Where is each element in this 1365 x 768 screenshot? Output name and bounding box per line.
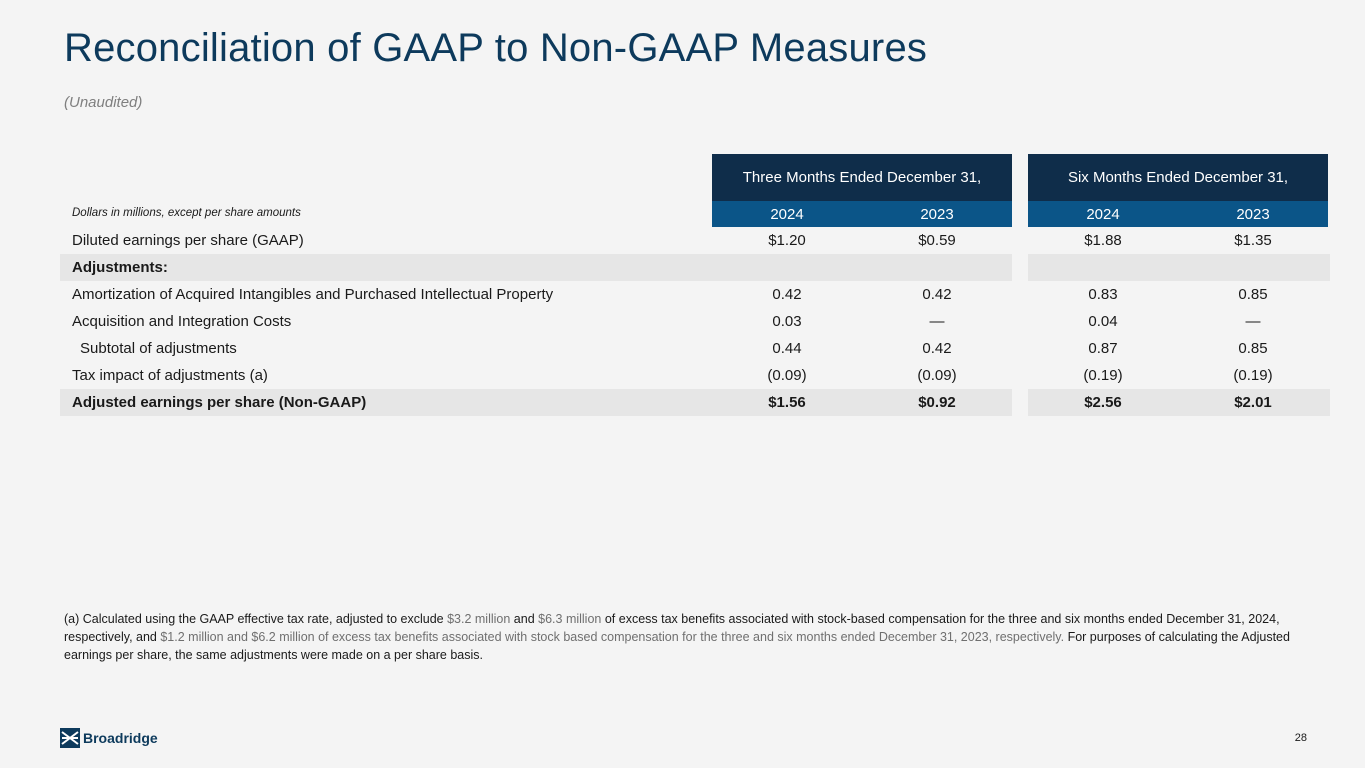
table-row: Subtotal of adjustments 0.44 0.42 0.87 0… <box>60 335 1330 362</box>
year-band-three-months <box>712 201 1012 227</box>
row-value: (0.09) <box>917 367 957 384</box>
row-value: $0.92 <box>918 394 956 411</box>
page-subtitle: (Unaudited) <box>64 94 143 111</box>
row-value: $1.88 <box>1084 232 1122 249</box>
page-number: 28 <box>1294 732 1307 744</box>
table-row: Diluted earnings per share (GAAP) $1.20 … <box>60 227 1330 254</box>
row-value: $2.01 <box>1234 394 1272 411</box>
row-value: $1.20 <box>768 232 806 249</box>
row-label: Adjusted earnings per share (Non-GAAP) <box>72 394 367 411</box>
footnote: (a) Calculated using the GAAP effective … <box>64 610 1314 664</box>
table-row: Amortization of Acquired Intangibles and… <box>60 281 1330 308</box>
row-value: 0.03 <box>772 313 802 330</box>
row-shade <box>1028 254 1330 281</box>
row-shade <box>1028 389 1330 416</box>
table-row-adjustments-header: Adjustments: <box>60 254 1330 281</box>
header-six-months: Six Months Ended December 31, <box>1028 154 1328 201</box>
year-header: 2024 <box>1086 206 1120 223</box>
row-label: Tax impact of adjustments (a) <box>72 367 268 384</box>
table-row: Acquisition and Integration Costs 0.03 —… <box>60 308 1330 335</box>
row-shade <box>60 389 1012 416</box>
row-value: $0.59 <box>918 232 956 249</box>
row-value: 0.04 <box>1088 313 1118 330</box>
header-three-months: Three Months Ended December 31, <box>712 154 1012 201</box>
row-shade <box>60 254 1012 281</box>
table-year-header-row: Dollars in millions, except per share am… <box>60 201 1330 227</box>
broadridge-logo-icon <box>60 728 80 748</box>
row-value: $2.56 <box>1084 394 1122 411</box>
row-value: — <box>1245 313 1261 330</box>
year-band-six-months <box>1028 201 1328 227</box>
units-note: Dollars in millions, except per share am… <box>72 207 301 219</box>
row-value: 0.87 <box>1088 340 1118 357</box>
table-row: Tax impact of adjustments (a) (0.09) (0.… <box>60 362 1330 389</box>
year-header: 2023 <box>1236 206 1270 223</box>
reconciliation-table: Three Months Ended December 31, Six Mont… <box>60 154 1330 416</box>
row-label: Adjustments: <box>72 259 168 276</box>
row-value: 0.44 <box>772 340 802 357</box>
footnote-text: For purposes of calculating the Adjusted… <box>64 630 1290 662</box>
footnote-value: $3.2 million <box>447 612 511 626</box>
logo-text: Broadridge <box>83 730 158 746</box>
row-value: 0.42 <box>922 286 952 303</box>
footnote-value: $6.3 million <box>538 612 602 626</box>
row-label: Amortization of Acquired Intangibles and… <box>72 286 554 303</box>
row-value: — <box>929 313 945 330</box>
row-value: 0.42 <box>772 286 802 303</box>
row-value: 0.85 <box>1238 340 1268 357</box>
row-label: Subtotal of adjustments <box>80 340 237 357</box>
broadridge-logo: Broadridge <box>60 728 158 748</box>
row-label: Diluted earnings per share (GAAP) <box>72 232 304 249</box>
row-value: $1.56 <box>768 394 806 411</box>
row-value: 0.83 <box>1088 286 1118 303</box>
row-value: 0.42 <box>922 340 952 357</box>
footnote-text: (a) Calculated using the GAAP effective … <box>64 612 448 626</box>
row-value: 0.85 <box>1238 286 1268 303</box>
footnote-text: of excess tax benefits associated with s… <box>64 612 1280 644</box>
year-header: 2023 <box>920 206 954 223</box>
row-label: Acquisition and Integration Costs <box>72 313 292 330</box>
footnote-grey-text: $1.2 million and $6.2 million of excess … <box>160 630 1065 644</box>
table-row-total: Adjusted earnings per share (Non-GAAP) $… <box>60 389 1330 416</box>
row-value: (0.19) <box>1083 367 1123 384</box>
footnote-text: and <box>510 612 539 626</box>
page-title: Reconciliation of GAAP to Non-GAAP Measu… <box>64 26 928 70</box>
row-value: (0.09) <box>767 367 807 384</box>
row-value: $1.35 <box>1234 232 1272 249</box>
year-header: 2024 <box>770 206 804 223</box>
table-group-header-row: Three Months Ended December 31, Six Mont… <box>60 154 1330 201</box>
row-value: (0.19) <box>1233 367 1273 384</box>
